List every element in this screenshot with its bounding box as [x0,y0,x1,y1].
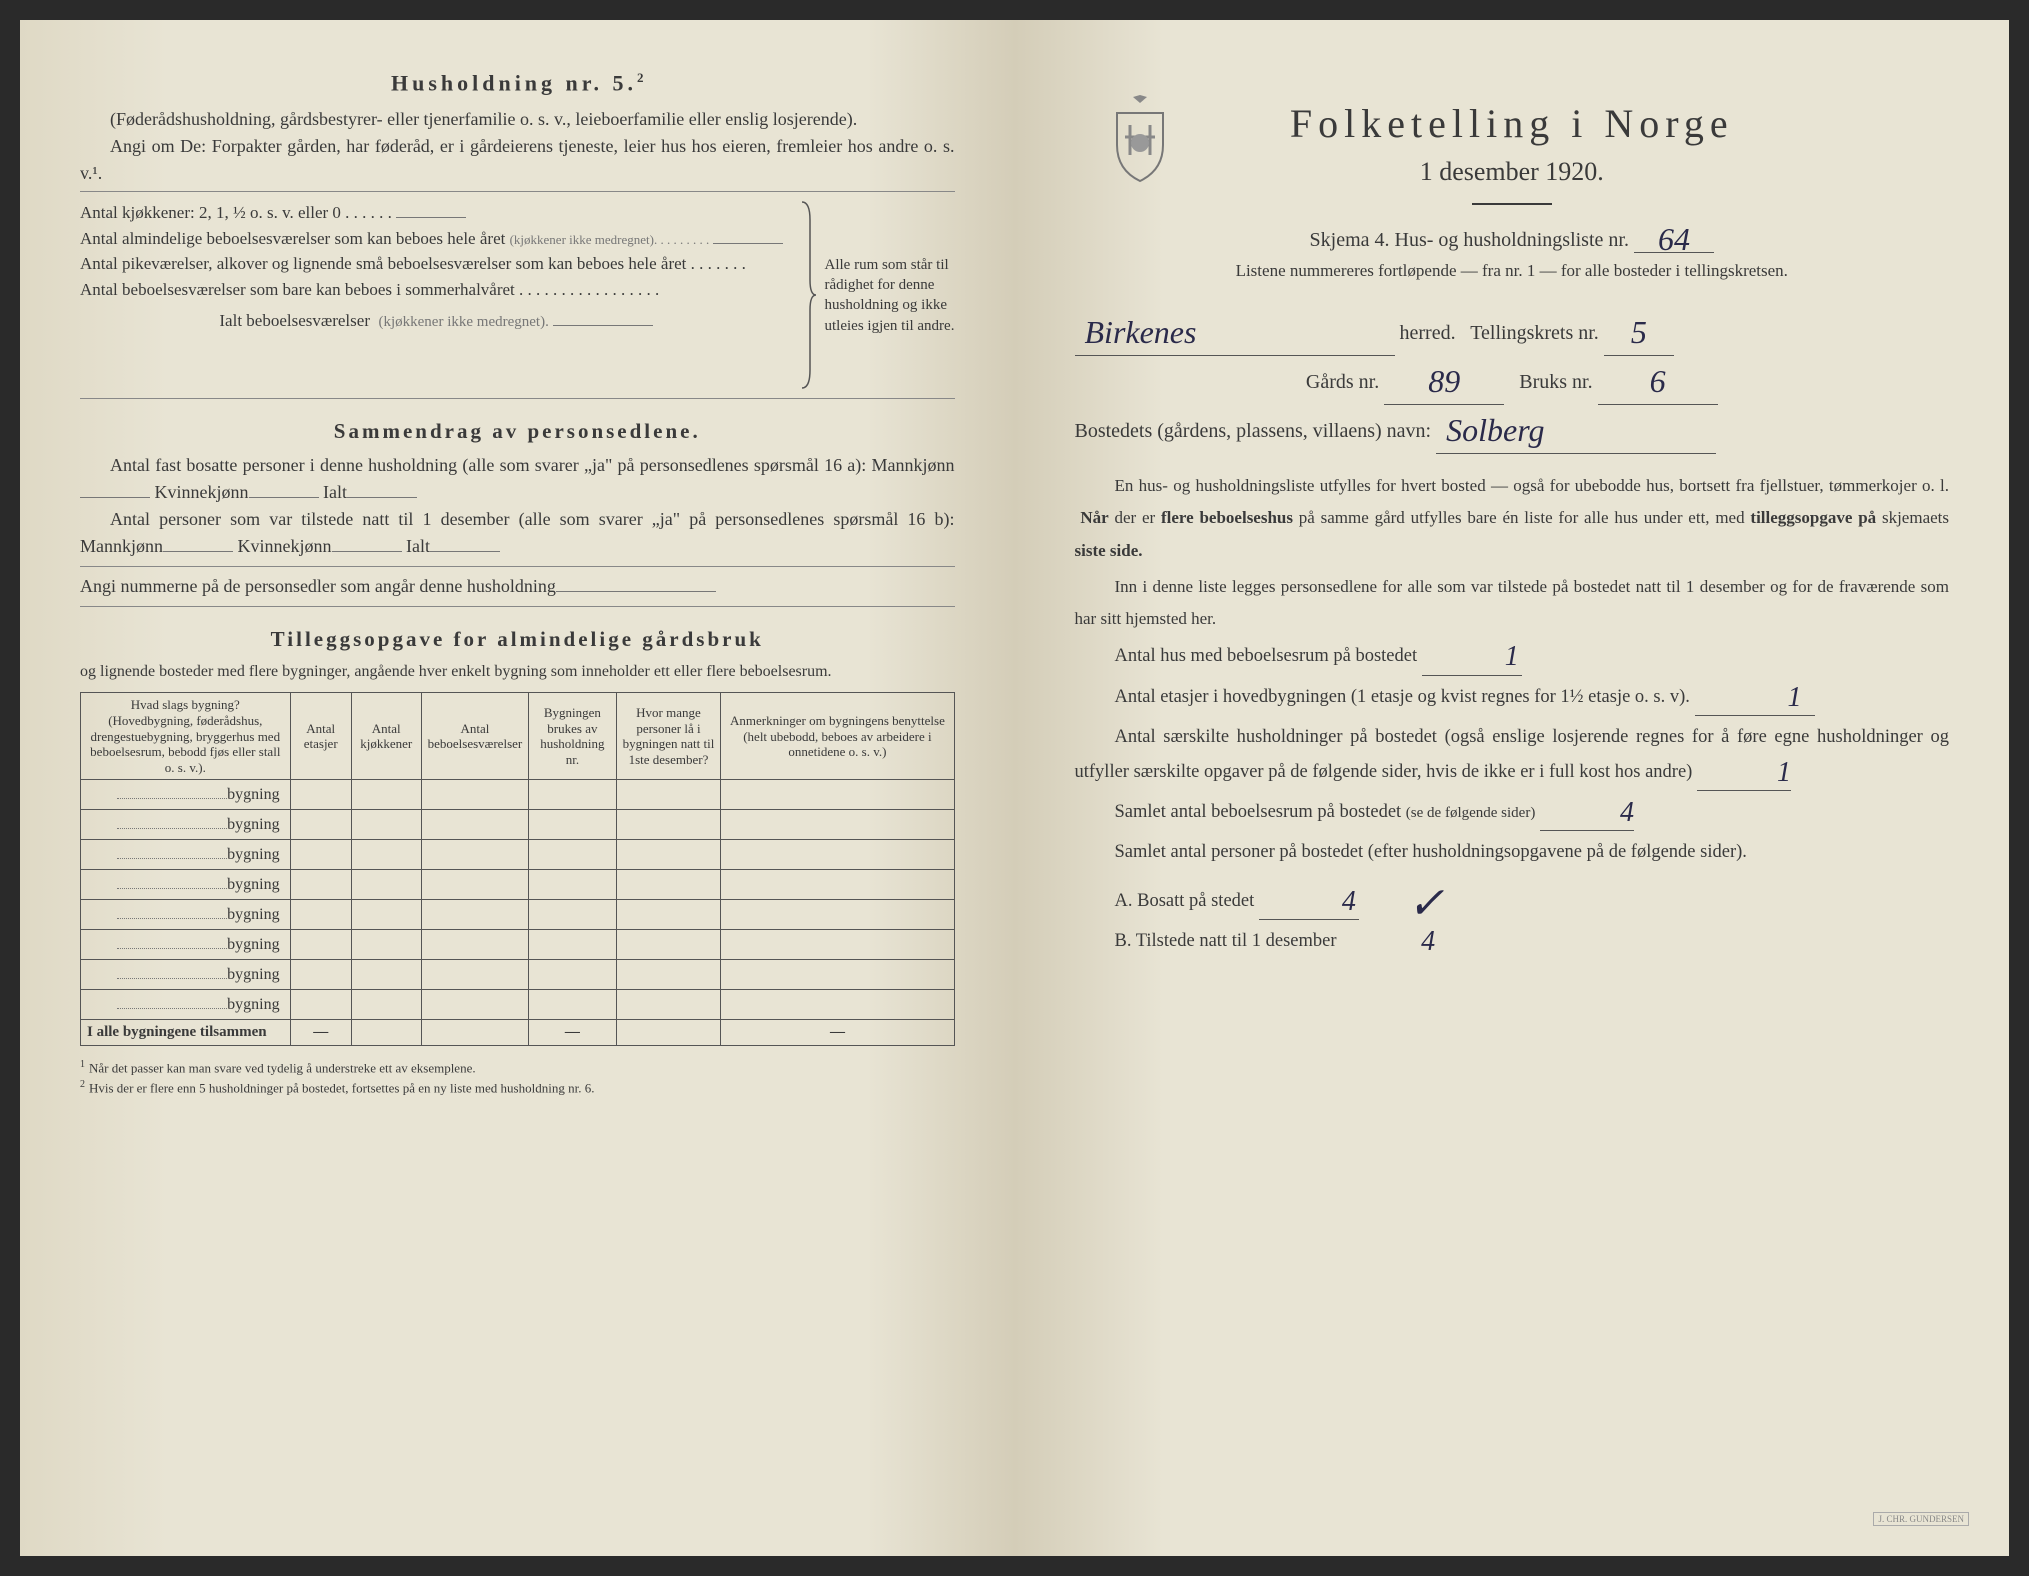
th-1: Antal etasjer [290,693,351,780]
table-row: bygning [81,780,955,810]
bosted-line: Bostedets (gårdens, plassens, villaens) … [1075,409,1950,454]
q3: Antal særskilte husholdninger på bostede… [1075,720,1950,791]
para1: En hus- og husholdningsliste utfylles fo… [1075,470,1950,567]
table-header-row: Hvad slags bygning? (Hovedbygning, føder… [81,693,955,780]
q1-value: 1 [1465,646,1519,668]
summary2: Antal personer som var tilstede natt til… [80,506,955,560]
summary3: Angi nummerne på de personsedler som ang… [80,573,955,600]
subtitle: 1 desember 1920. [1075,157,1950,187]
schema-line: Skjema 4. Hus- og husholdningsliste nr. … [1075,223,1950,253]
divider [1472,203,1552,205]
th-5: Hvor mange personer lå i bygningen natt … [616,693,721,780]
rooms-left: Antal kjøkkener: 2, 1, ½ o. s. v. eller … [80,200,793,390]
right-page: Folketelling i Norge 1 desember 1920. Sk… [1015,20,2010,1556]
q3-value: 1 [1737,762,1791,784]
q4-value: 4 [1580,802,1634,824]
footnote-2: 2Hvis der er flere enn 5 husholdninger p… [80,1078,955,1097]
qB: B. Tilstede natt til 1 desember 4 [1075,924,1950,959]
qA-value: 4 [1302,891,1356,913]
table-row: bygning [81,870,955,900]
tillegg-sub: og lignende bosteder med flere bygninger… [80,660,955,684]
summary-title: Sammendrag av personsedlene. [80,419,955,444]
rule-4 [80,606,955,607]
rooms2-line: Antal pikeværelser, alkover og lignende … [80,251,793,277]
gards-value: 89 [1428,369,1460,395]
list-note: Listene nummereres fortløpende — fra nr.… [1075,261,1950,281]
th-3: Antal beboelsesværelser [421,693,529,780]
footnote-1: 1Når det passer kan man svare ved tydeli… [80,1058,955,1077]
intro-paren: (Føderådshusholdning, gårdsbestyrer- ell… [80,106,955,133]
th-0: Hvad slags bygning? (Hovedbygning, føder… [81,693,291,780]
brace-symbol [799,200,819,390]
table-row: bygning [81,930,955,960]
coat-of-arms-icon [1105,95,1175,185]
footnotes: 1Når det passer kan man svare ved tydeli… [80,1058,955,1096]
q2: Antal etasjer i hovedbygningen (1 etasje… [1075,680,1950,716]
left-page: Husholdning nr. 5.2 (Føderådshusholdning… [20,20,1015,1556]
herred-line: Birkenes herred. Tellingskrets nr. 5 [1075,311,1950,356]
table-row: bygning [81,810,955,840]
th-2: Antal kjøkkener [351,693,421,780]
tillegg-title: Tilleggsopgave for almindelige gårdsbruk [80,627,955,652]
krets-value: 5 [1631,320,1647,346]
header-block: Folketelling i Norge 1 desember 1920. Sk… [1075,100,1950,281]
building-table: Hvad slags bygning? (Hovedbygning, føder… [80,692,955,1046]
household-title-text: Husholdning nr. 5. [391,70,637,95]
check-mark: ✓ [1368,886,1445,921]
rule-1 [80,191,955,192]
th-4: Bygningen brukes av husholdning nr. [529,693,616,780]
rooms-total-line: Ialt beboelsesværelser (kjøkkener ikke m… [80,308,793,334]
kitchens-line: Antal kjøkkener: 2, 1, ½ o. s. v. eller … [80,200,793,226]
rooms-brace-group: Antal kjøkkener: 2, 1, ½ o. s. v. eller … [80,200,955,390]
rule-2 [80,398,955,399]
household-sup: 2 [637,70,644,85]
q5: Samlet antal personer på bostedet (efter… [1075,835,1950,870]
rooms1-line: Antal almindelige beboelsesværelser som … [80,226,793,252]
para2: Inn i denne liste legges personsedlene f… [1075,571,1950,636]
q1: Antal hus med beboelsesrum på bostedet 1 [1075,639,1950,675]
table-total-row: I alle bygningene tilsammen——— [81,1020,955,1046]
summary1: Antal fast bosatte personer i denne hush… [80,452,955,506]
right-body: En hus- og husholdningsliste utfylles fo… [1075,470,1950,960]
herred-value: Birkenes [1085,320,1197,346]
qB-value: 4 [1381,931,1435,953]
q2-value: 1 [1748,687,1802,709]
bruks-value: 6 [1650,369,1666,395]
intro-line2: Angi om De: Forpakter gården, har føderå… [80,133,955,187]
document-spread: Husholdning nr. 5.2 (Føderådshusholdning… [20,20,2009,1556]
table-row: bygning [81,840,955,870]
printer-imprint: J. CHR. GUNDERSEN [1873,1512,1969,1526]
table-row: bygning [81,900,955,930]
brace-right-text: Alle rum som står til rådighet for denne… [825,200,955,390]
schema-nr-value: 64 [1658,227,1690,253]
main-title: Folketelling i Norge [1075,100,1950,147]
household-title: Husholdning nr. 5.2 [80,70,955,96]
th-6: Anmerkninger om bygningens benyttelse (h… [721,693,954,780]
q4: Samlet antal beboelsesrum på bostedet (s… [1075,795,1950,831]
rooms3-line: Antal beboelsesværelser som bare kan beb… [80,277,793,303]
qA: A. Bosatt på stedet 4 ✓ [1075,874,1950,920]
gards-line: Gårds nr. 89 Bruks nr. 6 [1075,360,1950,405]
table-row: bygning [81,990,955,1020]
table-row: bygning [81,960,955,990]
rule-3 [80,566,955,567]
bosted-value: Solberg [1446,418,1544,444]
table-body: bygning bygning bygning bygning bygning … [81,780,955,1046]
